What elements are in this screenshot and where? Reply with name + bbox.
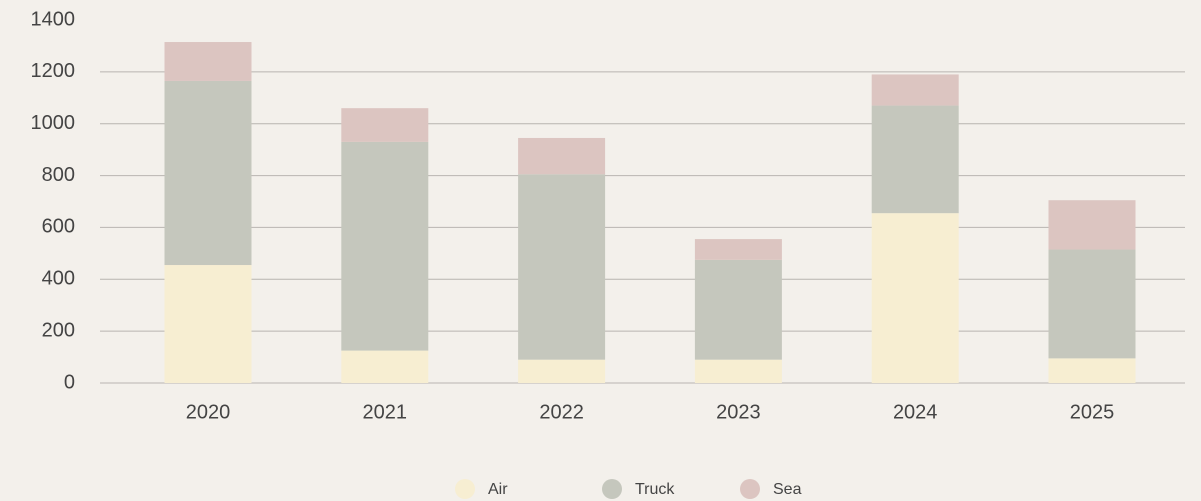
x-tick-label: 2022 (539, 401, 584, 423)
y-tick-label: 1000 (31, 112, 76, 134)
bar-segment (694, 359, 782, 383)
bar-segment (871, 74, 959, 106)
y-tick-label: 0 (64, 371, 75, 393)
bar-segment (1048, 358, 1136, 383)
y-tick-label: 800 (42, 164, 75, 186)
bar-segment (518, 174, 606, 360)
y-tick-label: 1200 (31, 60, 76, 82)
x-tick-label: 2023 (716, 401, 761, 423)
bar-segment (871, 213, 959, 383)
bar-segment (518, 137, 606, 175)
y-tick-label: 1400 (31, 8, 76, 30)
bar-segment (341, 350, 429, 383)
legend-swatch (740, 479, 760, 499)
y-tick-label: 200 (42, 319, 75, 341)
bar-segment (694, 259, 782, 360)
x-tick-label: 2020 (186, 401, 231, 423)
bar-segment (164, 265, 252, 383)
legend-label: Truck (635, 481, 675, 498)
bar-segment (341, 141, 429, 351)
legend-swatch (455, 479, 475, 499)
x-tick-label: 2021 (363, 401, 408, 423)
bar-segment (164, 80, 252, 266)
y-tick-label: 400 (42, 268, 75, 290)
bar-segment (164, 42, 252, 81)
bar-segment (694, 239, 782, 260)
bar-segment (1048, 249, 1136, 359)
x-tick-label: 2024 (893, 401, 938, 423)
y-tick-label: 600 (42, 216, 75, 238)
bar-segment (518, 359, 606, 383)
legend-label: Air (488, 481, 508, 498)
x-tick-label: 2025 (1070, 401, 1115, 423)
bar-segment (341, 108, 429, 142)
bar-segment (871, 105, 959, 214)
legend-swatch (602, 479, 622, 499)
legend-label: Sea (773, 481, 802, 498)
bar-segment (1048, 200, 1136, 250)
